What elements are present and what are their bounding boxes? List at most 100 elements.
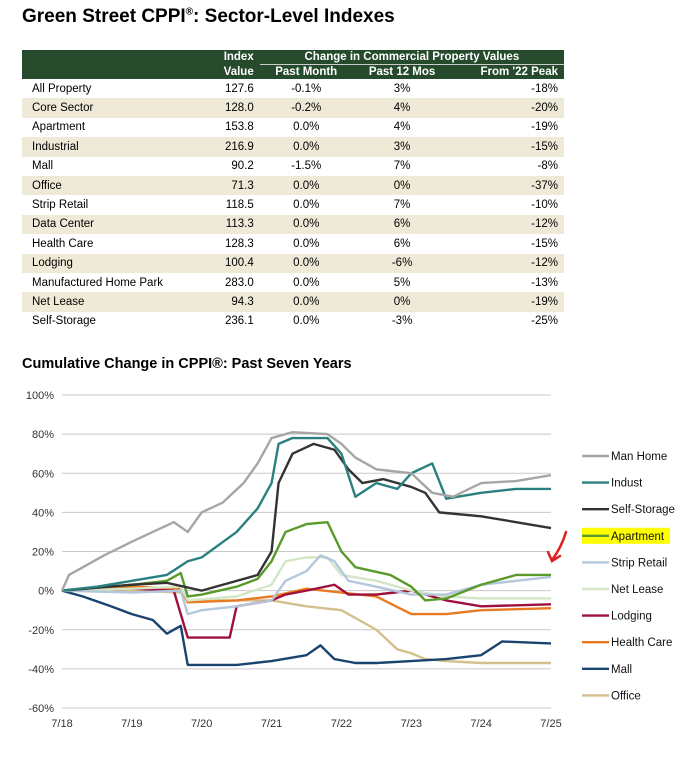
y-tick-label: 80%	[32, 429, 54, 441]
legend-label: Health Care	[611, 637, 672, 649]
table-cell: 3%	[393, 82, 411, 95]
table-cell: 4%	[393, 102, 411, 115]
table-cell: 283.0	[224, 276, 254, 289]
table-cell: 0%	[393, 295, 411, 308]
legend-label: Man Home	[611, 451, 667, 463]
chart-title: Cumulative Change in CPPI®: Past Seven Y…	[22, 356, 352, 372]
table-cell: -20%	[531, 102, 558, 115]
series-line-apartment	[61, 520, 551, 602]
legend-label: Indust	[611, 478, 643, 490]
table-cell: Self-Storage	[32, 315, 96, 328]
table-cell: 0.0%	[293, 276, 320, 289]
x-tick-label: 7/19	[121, 718, 142, 730]
series-line-net-lease	[61, 556, 551, 602]
y-tick-label: 40%	[32, 507, 54, 519]
x-tick-label: 7/22	[331, 718, 352, 730]
x-tick-label: 7/24	[470, 718, 491, 730]
table-row: Health Care 128.3 0.0% 6% -15%	[22, 234, 564, 253]
table-cell: 7%	[393, 160, 411, 173]
table-cell: Manufactured Home Park	[32, 276, 164, 289]
table-cell: 5%	[393, 276, 411, 289]
table-cell: -3%	[391, 315, 413, 328]
table-cell: -6%	[391, 257, 413, 270]
table-cell: -19%	[531, 121, 558, 134]
table-cell: All Property	[32, 82, 92, 95]
legend-label: Self-Storage	[611, 504, 675, 516]
table-cell: 128.0	[224, 102, 254, 115]
table-cell: Mall	[32, 160, 54, 173]
table-cell: 216.9	[224, 140, 254, 153]
table-row: Industrial 216.9 0.0% 3% -15%	[22, 137, 564, 157]
x-tick-label: 7/20	[191, 718, 212, 730]
table-cell: -12%	[531, 257, 558, 270]
table-row: Apartment 153.8 0.0% 4% -19%	[22, 118, 564, 137]
table-cell: 0.0%	[293, 199, 320, 212]
series-line-mall	[61, 589, 552, 667]
y-tick-label: 100%	[26, 390, 54, 402]
y-tick-label: 0%	[38, 586, 54, 598]
table-cell: -37%	[531, 179, 558, 192]
table-cell: 4%	[393, 121, 411, 134]
table-cell: -1.5%	[291, 160, 322, 173]
table-cell: 71.3	[231, 179, 254, 192]
table-row: Mall 90.2 -1.5% 7% -8%	[22, 157, 564, 176]
cppi-line-chart: 100% 80% 60% 40% 20% 0% -20% -40% -60% 7/18 7/19 7/…	[26, 390, 675, 730]
table-cell: 3%	[393, 140, 411, 153]
series-line-self-storage	[61, 442, 552, 592]
table-cell: 6%	[393, 237, 411, 250]
table-cell: 0.0%	[293, 121, 320, 134]
table-cell: Industrial	[32, 140, 79, 153]
x-tick-label: 7/21	[261, 718, 282, 730]
table-cell: Strip Retail	[32, 199, 89, 212]
series-line-man-home	[60, 430, 552, 592]
table-cell: -12%	[531, 218, 558, 231]
table-cell: 100.4	[224, 257, 254, 270]
table-cell: 0.0%	[293, 140, 320, 153]
sector-index-table: Index Change in Commercial Property Value…	[22, 50, 564, 331]
table-cell: 0.0%	[293, 257, 320, 270]
table-cell: Office	[32, 179, 62, 192]
table-cell: 118.5	[225, 199, 254, 212]
legend-label: Lodging	[611, 611, 652, 623]
table-cell: 0.0%	[293, 218, 320, 231]
table-row: Manufactured Home Park 283.0 0.0% 5% -13%	[22, 273, 564, 292]
table-cell: -19%	[531, 295, 558, 308]
table-cell: 94.3	[231, 295, 254, 308]
legend-label: Strip Retail	[611, 557, 667, 569]
table-cell: 127.6	[224, 82, 254, 95]
table-cell: -18%	[531, 82, 558, 95]
table-cell: 0.0%	[293, 295, 320, 308]
table-cell: 0.0%	[293, 179, 320, 192]
table-cell: -0.2%	[291, 102, 322, 115]
table-cell: 128.3	[224, 237, 254, 250]
table-cell: Net Lease	[32, 295, 85, 308]
table-cell: 6%	[393, 218, 411, 231]
table-row: Lodging 100.4 0.0% -6% -12%	[22, 253, 564, 273]
series-line-office	[62, 589, 551, 665]
legend-label: Mall	[611, 664, 632, 676]
page-title: Green Street CPPI®: Sector-Level Indexes	[22, 6, 395, 27]
x-tick-label: 7/25	[540, 718, 561, 730]
table-cell: -25%	[531, 315, 558, 328]
table-cell: -8%	[537, 160, 558, 173]
table-cell: Apartment	[32, 121, 86, 134]
table-cell: Health Care	[32, 237, 94, 250]
y-tick-label: 60%	[32, 468, 54, 480]
x-tick-label: 7/18	[51, 718, 72, 730]
x-tick-label: 7/23	[401, 718, 422, 730]
table-cell: 90.2	[231, 160, 254, 173]
legend-label: Apartment	[611, 531, 665, 543]
table-row: Data Center 113.3 0.0% 6% -12%	[22, 214, 564, 235]
table-cell: -15%	[531, 140, 558, 153]
table-cell: -15%	[531, 237, 558, 250]
table-cell: Core Sector	[32, 102, 94, 115]
table-cell: -13%	[531, 276, 558, 289]
y-tick-label: -20%	[28, 625, 54, 637]
table-cell: 0%	[393, 179, 411, 192]
series-line-indust	[61, 436, 551, 592]
table-row: Self-Storage 236.1 0.0% -3% -25%	[22, 312, 564, 331]
table-cell: 7%	[393, 199, 411, 212]
legend-label: Net Lease	[611, 584, 663, 596]
table-cell: 113.3	[225, 218, 254, 231]
table-cell: 153.8	[224, 121, 254, 134]
